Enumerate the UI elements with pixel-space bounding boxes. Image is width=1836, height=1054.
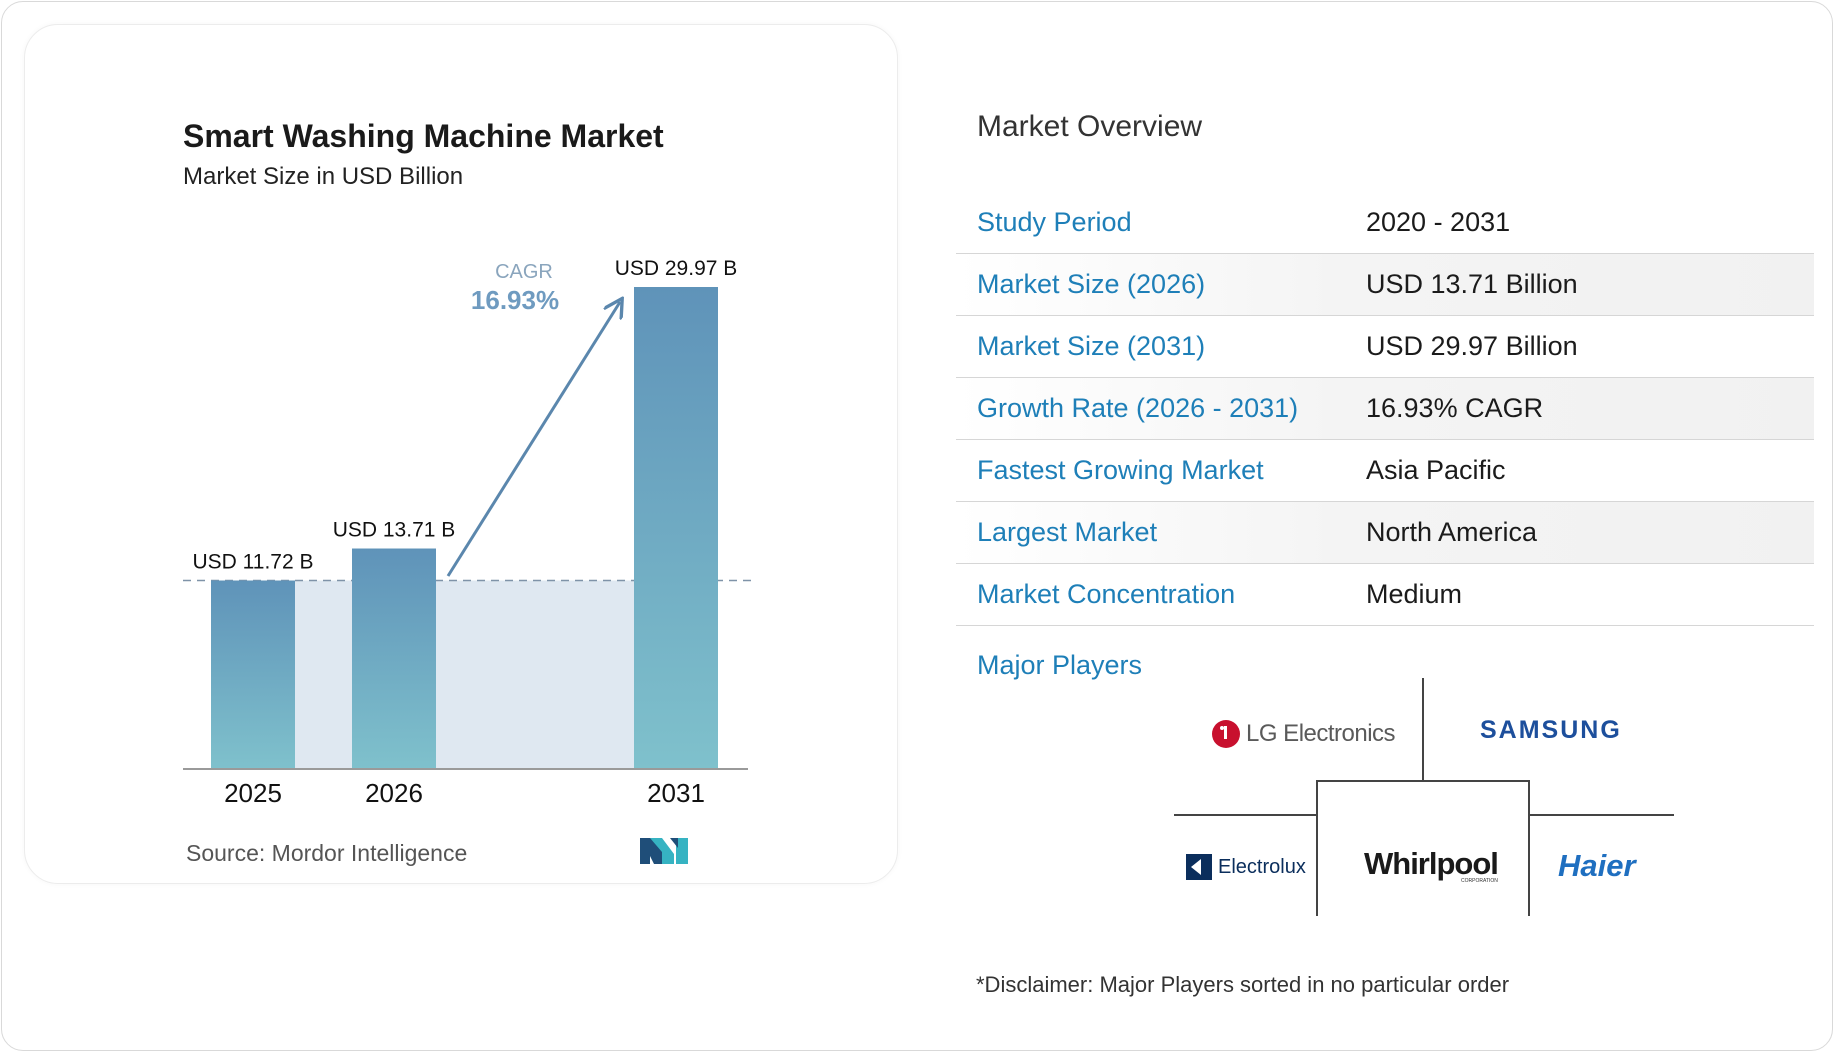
chart-subtitle: Market Size in USD Billion <box>183 163 464 190</box>
value-label-2025: USD 11.72 B <box>192 551 313 574</box>
haier-logo: Haier <box>1558 848 1636 883</box>
overview-row-concentration: Market Concentration Medium <box>956 564 1814 626</box>
cagr-label: CAGR <box>495 261 553 283</box>
overview-row-label: Growth Rate (2026 - 2031) <box>977 393 1299 423</box>
logo-grid-divider <box>1528 780 1530 916</box>
overview-row-market-size-2026: Market Size (2026) USD 13.71 Billion <box>956 254 1814 316</box>
electrolux-logo: Electrolux <box>1186 854 1306 880</box>
overview-row-market-size-2031: Market Size (2031) USD 29.97 Billion <box>956 316 1814 378</box>
logo-grid-divider <box>1528 814 1674 816</box>
lg-electronics-logo: LG Electronics <box>1212 720 1396 748</box>
overview-row-label: Fastest Growing Market <box>977 455 1264 485</box>
whirlpool-name: Whirlpool <box>1364 846 1499 881</box>
cagr-value: 16.93% <box>471 285 559 315</box>
value-label-2026: USD 13.71 B <box>333 519 456 542</box>
major-players-label: Major Players <box>977 650 1143 680</box>
samsung-logo: SAMSUNG <box>1480 716 1622 744</box>
overview-row-label: Market Size (2026) <box>977 269 1206 299</box>
overview-row-fastest-growing: Fastest Growing Market Asia Pacific <box>956 440 1814 502</box>
electrolux-mark-icon <box>1186 854 1212 880</box>
value-label-2031: USD 29.97 B <box>615 257 738 280</box>
bar-2031 <box>634 287 718 769</box>
mordor-intelligence-logo <box>640 838 688 864</box>
overview-row-label: Market Size (2031) <box>977 331 1206 361</box>
overview-title: Market Overview <box>977 110 1203 143</box>
baseline-band <box>211 580 718 769</box>
lg-electronics-name: LG Electronics <box>1246 720 1396 747</box>
electrolux-name: Electrolux <box>1218 855 1306 878</box>
overview-row-value: Asia Pacific <box>1366 455 1506 485</box>
whirlpool-logo: Whirlpool CORPORATION <box>1364 846 1499 884</box>
overview-row-study-period: Study Period 2020 - 2031 <box>956 192 1814 254</box>
overview-row-value: USD 29.97 Billion <box>1366 331 1578 361</box>
overview-row-value: 16.93% CAGR <box>1366 393 1544 423</box>
bar-chart: USD 11.72 B 2025 USD 13.71 B 2026 USD 29.97 … <box>183 257 752 808</box>
overview-row-value: North America <box>1366 517 1538 547</box>
source-text: Source: Mordor Intelligence <box>186 840 468 866</box>
overview-row-label: Largest Market <box>977 517 1158 547</box>
logo-grid-divider <box>1174 814 1316 816</box>
bar-2025 <box>211 580 295 769</box>
overview-row-label: Market Concentration <box>977 579 1236 609</box>
lg-face-icon <box>1212 720 1240 748</box>
overview-row-value: USD 13.71 Billion <box>1366 269 1578 299</box>
overview-row-value: Medium <box>1366 579 1463 609</box>
bar-2026 <box>352 548 436 769</box>
overview-row-growth-rate: Growth Rate (2026 - 2031) 16.93% CAGR <box>956 378 1814 440</box>
x-tick-label-2025: 2025 <box>224 778 282 808</box>
logo-grid-divider <box>1316 780 1530 782</box>
whirlpool-sub: CORPORATION <box>1461 878 1498 884</box>
overview-row-label: Study Period <box>977 207 1132 237</box>
x-tick-label-2031: 2031 <box>647 778 705 808</box>
chart-title: Smart Washing Machine Market <box>183 118 664 154</box>
logo-grid-divider <box>1316 780 1318 916</box>
cagr-arrow <box>446 302 620 577</box>
logo-grid-divider <box>1422 678 1424 780</box>
overview-row-largest-market: Largest Market North America <box>956 502 1814 564</box>
disclaimer-text: *Disclaimer: Major Players sorted in no … <box>976 972 1510 997</box>
overview-row-value: 2020 - 2031 <box>1366 207 1511 237</box>
x-tick-label-2026: 2026 <box>365 778 423 808</box>
